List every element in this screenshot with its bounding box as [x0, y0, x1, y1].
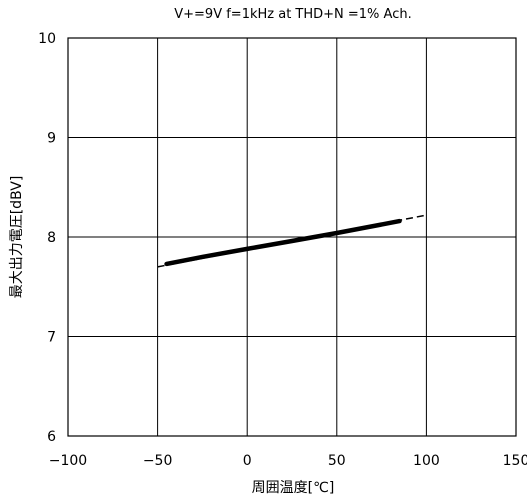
y-tick-label: 6: [47, 429, 56, 445]
x-tick-label: 0: [243, 453, 252, 469]
y-tick-label: 10: [38, 31, 56, 47]
x-tick-label: −100: [49, 453, 87, 469]
y-tick-label: 8: [47, 230, 56, 246]
x-tick-label: 150: [503, 453, 527, 469]
x-tick-label: 50: [328, 453, 346, 469]
series-layer: [157, 214, 427, 268]
x-tick-label: −50: [143, 453, 173, 469]
y-tick-label: 7: [47, 330, 56, 346]
series-line-measured: [164, 218, 402, 267]
x-axis-label: 周囲温度[℃]: [252, 480, 335, 496]
y-tick-labels: 6 7 8 9 10: [38, 31, 56, 445]
plot-frame: [67, 37, 517, 437]
x-tick-labels: −100 −50 0 50 100 150: [49, 453, 527, 469]
x-tick-label: 100: [413, 453, 440, 469]
grid: [68, 38, 516, 436]
chart-title: V+=9V f=1kHz at THD+N =1% Ach.: [174, 7, 411, 22]
y-axis-label: 最大出力電圧[dBV]: [9, 176, 25, 299]
y-tick-label: 9: [47, 131, 56, 147]
